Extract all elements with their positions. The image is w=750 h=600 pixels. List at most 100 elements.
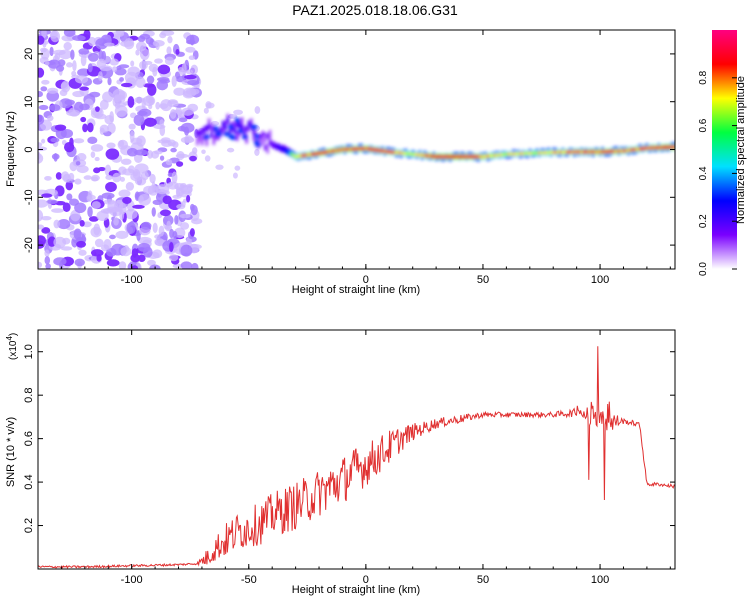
ridge-core [451, 155, 454, 159]
snr-panel: -100 -50 0 50 100 0.2 0.4 0.6 0.8 1.0 Height of … [5, 329, 676, 596]
ridge-core [641, 147, 644, 151]
noise-blob [38, 146, 48, 152]
noise-blob [188, 55, 196, 61]
ridge-halo [207, 118, 211, 129]
ridge-core [470, 155, 473, 159]
noise-blob [135, 49, 140, 56]
colorbar-tick-label: 0.2 [698, 214, 709, 228]
ridge-core [559, 150, 562, 154]
ridge-core [613, 149, 616, 153]
ridge-mid [268, 139, 272, 146]
snr-y-label: SNR (10 * v/v) [5, 417, 17, 487]
ridge-core [301, 154, 304, 158]
noise-blob [153, 124, 166, 130]
noise-blob [90, 144, 104, 152]
noise-blob [150, 150, 160, 159]
ridge-core [348, 147, 351, 151]
ridge-core [596, 150, 600, 154]
noise-blob [54, 124, 67, 131]
noise-blob [96, 58, 107, 69]
spectrogram-y-label: Frequency (Hz) [5, 111, 17, 187]
ridge-core [331, 149, 335, 153]
noise-blob [99, 99, 109, 110]
x-tick-label: -50 [241, 574, 257, 586]
noise-blob [57, 218, 71, 230]
ridge-core [573, 150, 576, 154]
ridge-mid [210, 131, 213, 138]
ridge-mid [287, 149, 290, 156]
noise-blob [151, 181, 156, 193]
noise-blob [170, 147, 177, 153]
ridge-core [556, 150, 560, 154]
ridge-patch [249, 124, 256, 130]
ridge-mid [282, 146, 286, 153]
x-tick-label: 0 [363, 274, 369, 286]
ridge-core [381, 149, 384, 153]
ridge-core [563, 150, 567, 154]
noise-blob [38, 224, 45, 230]
ridge-core [617, 149, 621, 153]
ridge-core [315, 152, 318, 156]
noise-blob [178, 117, 188, 123]
ridge-core [425, 154, 429, 158]
noise-blob [180, 244, 193, 257]
noise-blob [119, 176, 125, 182]
ridge-halo [221, 122, 225, 133]
noise-blob [94, 156, 100, 162]
noise-blob [189, 155, 197, 162]
ridge-mid [266, 133, 269, 140]
noise-blob [90, 151, 96, 159]
ridge-core [659, 145, 663, 150]
noise-blob [107, 200, 119, 213]
colorbar-label: Normalized spectral amplitude [735, 76, 747, 224]
ridge-mid [235, 121, 239, 128]
noise-blob [171, 75, 177, 88]
ridge-halo [205, 135, 209, 146]
ridge-core [388, 150, 391, 154]
spectrogram-ridge [196, 114, 675, 162]
ridge-core [460, 155, 464, 159]
noise-blob [107, 77, 112, 86]
ridge-core [540, 151, 543, 155]
y-tick-label: 0.4 [23, 474, 35, 489]
noise-blob [115, 230, 129, 239]
ridge-core [514, 152, 518, 156]
noise-blob [58, 59, 66, 67]
noise-blob [143, 117, 157, 127]
noise-blob [46, 115, 54, 122]
ridge-core [652, 146, 656, 150]
noise-blob [113, 217, 119, 226]
noise-blob [148, 104, 153, 110]
y-tick-label: 0.8 [23, 388, 35, 403]
x-tick-label: 100 [591, 574, 609, 586]
ridge-core [643, 146, 646, 150]
noise-blob [53, 153, 58, 162]
ridge-core [507, 152, 511, 156]
noise-blob [166, 46, 172, 55]
ridge-core [533, 151, 536, 155]
noise-blob [44, 175, 52, 181]
noise-blob [63, 42, 72, 51]
ridge-core [437, 155, 440, 159]
ridge-core [467, 155, 471, 159]
noise-blob [83, 175, 92, 180]
noise-blob [105, 148, 120, 160]
ridge-core [535, 151, 539, 155]
ridge-core [327, 150, 330, 154]
noise-blob [78, 249, 87, 256]
ridge-core [538, 151, 541, 155]
noise-blob [175, 153, 189, 159]
noise-blob [80, 116, 87, 123]
ridge-halo [263, 132, 267, 143]
noise-blob [87, 122, 94, 133]
x-tick-label: 100 [591, 274, 609, 286]
noise-blob [186, 194, 191, 203]
noise-blob [138, 254, 146, 262]
noise-blob [146, 75, 155, 84]
colorbar-tick-label: 0.6 [698, 118, 709, 132]
noise-blob [76, 165, 89, 174]
ridge-core [486, 154, 489, 158]
noise-blob [119, 77, 124, 82]
noise-blob [66, 109, 81, 117]
y-tick-label: 10 [23, 96, 35, 108]
